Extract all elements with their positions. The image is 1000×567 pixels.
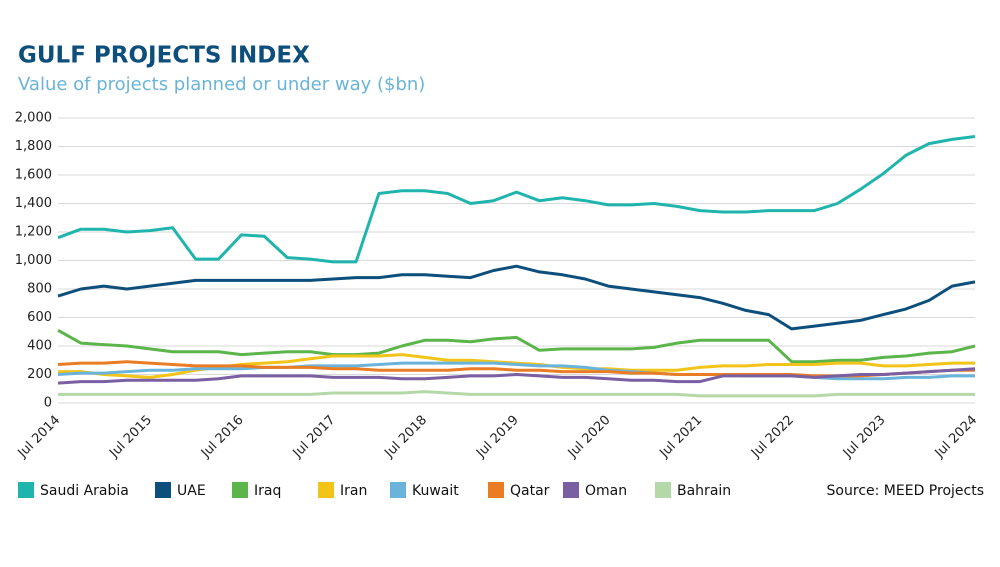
legend-swatch (390, 482, 406, 498)
x-tick-label: Jul 2016 (198, 413, 247, 462)
legend-swatch (232, 482, 248, 498)
legend-swatch (318, 482, 334, 498)
legend-swatch (155, 482, 171, 498)
series-line (57, 135, 976, 264)
y-tick-label: 2,000 (15, 111, 52, 126)
chart-subtitle: Value of projects planned or under way (… (18, 74, 425, 95)
y-tick-label: 400 (27, 339, 52, 354)
y-tick-label: 600 (27, 310, 52, 325)
legend-swatch (488, 482, 504, 498)
y-tick-label: 1,600 (15, 168, 52, 183)
x-tick-label: Jul 2015 (106, 413, 155, 462)
x-tick-label: Jul 2019 (473, 413, 522, 462)
x-tick-label: Jul 2023 (840, 413, 889, 462)
series-line (57, 367, 976, 385)
series-line (57, 328, 976, 364)
legend-label: UAE (177, 483, 206, 499)
y-tick-label: 0 (44, 396, 52, 411)
series-line (58, 390, 975, 398)
legend-label: Oman (585, 483, 627, 499)
legend-swatch (563, 482, 579, 498)
x-tick-label: Jul 2017 (290, 413, 339, 462)
x-tick-label: Jul 2014 (15, 413, 64, 462)
x-tick-label: Jul 2020 (565, 413, 614, 462)
legend-label: Qatar (510, 483, 550, 499)
source-note: Source: MEED Projects (827, 483, 984, 499)
chart-title: GULF PROJECTS INDEX (18, 43, 310, 69)
legend-label: Saudi Arabia (40, 483, 129, 499)
y-tick-label: 800 (27, 282, 52, 297)
x-tick-label: Jul 2022 (748, 413, 797, 462)
y-tick-label: 1,200 (15, 225, 52, 240)
y-tick-label: 1,000 (15, 253, 52, 268)
x-tick-label: Jul 2021 (656, 413, 705, 462)
legend-label: Bahrain (677, 483, 731, 499)
legend-label: Iran (340, 483, 367, 499)
x-tick-label: Jul 2024 (932, 413, 981, 462)
legend-label: Kuwait (412, 483, 459, 499)
y-tick-label: 1,800 (15, 139, 52, 154)
legend-swatch (655, 482, 671, 498)
x-tick-label: Jul 2018 (381, 413, 430, 462)
y-tick-label: 1,400 (15, 196, 52, 211)
legend-label: Iraq (254, 483, 281, 499)
series-line (57, 264, 976, 331)
legend-swatch (18, 482, 34, 498)
y-tick-label: 200 (27, 367, 52, 382)
